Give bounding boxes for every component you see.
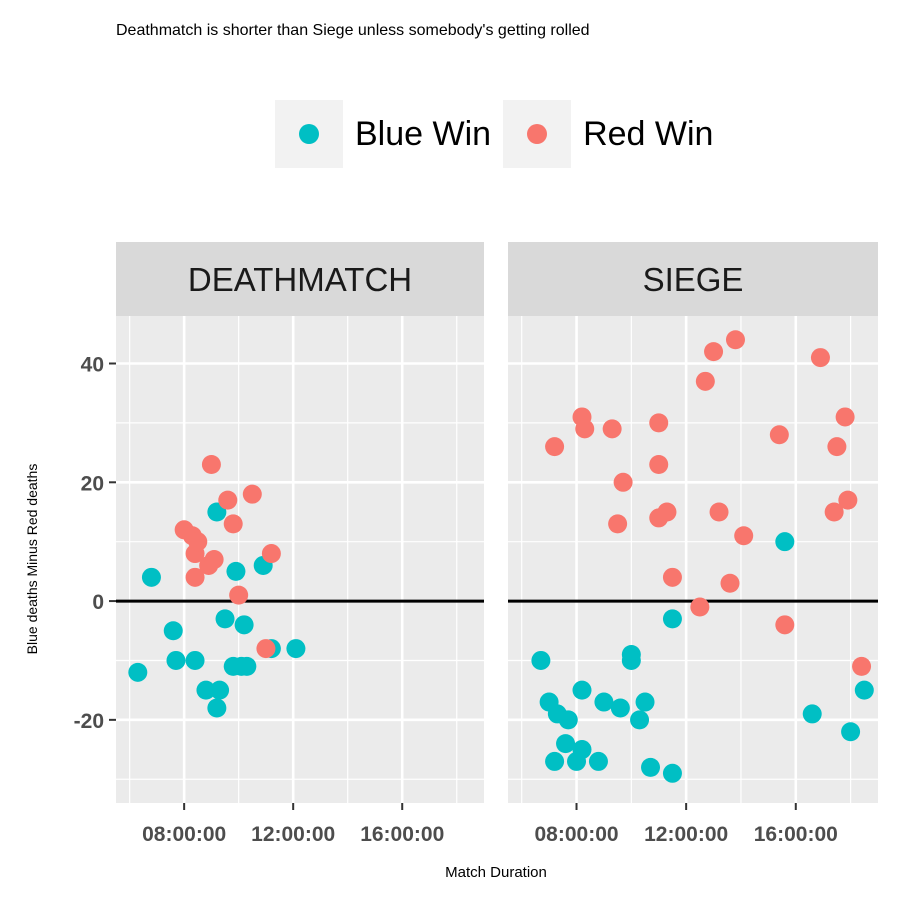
data-point-red-win bbox=[725, 330, 745, 350]
facet-strip-siege bbox=[508, 242, 878, 316]
data-point-blue-win bbox=[662, 763, 682, 783]
data-point-red-win bbox=[256, 639, 276, 659]
y-tick-label: -20 bbox=[74, 710, 104, 733]
x-tick-label: 16:00:00 bbox=[360, 823, 444, 846]
data-point-blue-win bbox=[556, 734, 576, 754]
legend-item-red-win: Red Win bbox=[503, 100, 725, 168]
data-point-blue-win bbox=[226, 561, 246, 581]
data-point-red-win bbox=[261, 544, 281, 564]
data-point-blue-win bbox=[207, 698, 227, 718]
data-point-red-win bbox=[201, 454, 221, 474]
data-point-blue-win bbox=[630, 710, 650, 730]
x-tick-label: 16:00:00 bbox=[754, 823, 838, 846]
data-point-red-win bbox=[662, 567, 682, 587]
data-point-red-win bbox=[852, 656, 872, 676]
y-axis-title: Blue deaths Minus Red deaths bbox=[24, 464, 40, 655]
data-point-blue-win bbox=[854, 680, 874, 700]
data-point-red-win bbox=[709, 502, 729, 522]
data-point-red-win bbox=[218, 490, 238, 510]
x-tick-label: 08:00:00 bbox=[142, 823, 226, 846]
data-point-blue-win bbox=[572, 680, 592, 700]
data-point-blue-win bbox=[237, 656, 257, 676]
data-point-red-win bbox=[613, 472, 633, 492]
data-point-blue-win bbox=[635, 692, 655, 712]
data-point-blue-win bbox=[128, 662, 148, 682]
data-point-red-win bbox=[810, 348, 830, 368]
data-point-blue-win bbox=[215, 609, 235, 629]
data-point-red-win bbox=[824, 502, 844, 522]
data-point-red-win bbox=[720, 573, 740, 593]
y-tick-label: 20 bbox=[81, 472, 104, 495]
data-point-blue-win bbox=[802, 704, 822, 724]
data-point-blue-win bbox=[641, 757, 661, 777]
data-point-red-win bbox=[608, 514, 628, 534]
data-point-red-win bbox=[649, 454, 669, 474]
data-point-blue-win bbox=[572, 740, 592, 760]
facet-label-siege: SIEGE bbox=[643, 261, 744, 298]
data-point-red-win bbox=[838, 490, 858, 510]
legend-dot-red-win bbox=[527, 124, 548, 144]
data-point-red-win bbox=[185, 567, 205, 587]
data-point-blue-win bbox=[621, 650, 641, 670]
chart-title: Deathmatch is shorter than Siege unless … bbox=[116, 22, 590, 39]
panel-background-siege bbox=[508, 316, 878, 803]
legend-item-blue-win: Blue Win bbox=[275, 100, 503, 168]
x-tick-label: 08:00:00 bbox=[534, 823, 618, 846]
data-point-red-win bbox=[575, 419, 595, 439]
data-point-red-win bbox=[690, 597, 710, 617]
data-point-red-win bbox=[223, 514, 243, 534]
panel-background-deathmatch bbox=[116, 316, 484, 803]
data-point-red-win bbox=[769, 425, 789, 445]
data-point-blue-win bbox=[141, 567, 161, 587]
data-point-blue-win bbox=[610, 698, 630, 718]
data-point-blue-win bbox=[185, 650, 205, 670]
data-point-red-win bbox=[695, 371, 715, 391]
legend-label-red-win: Red Win bbox=[583, 114, 714, 153]
data-point-blue-win bbox=[558, 710, 578, 730]
legend-label-blue-win: Blue Win bbox=[355, 114, 492, 153]
data-point-blue-win bbox=[531, 650, 551, 670]
data-point-blue-win bbox=[210, 680, 230, 700]
facet-strip-deathmatch bbox=[116, 242, 484, 316]
y-tick-label: 0 bbox=[92, 591, 104, 614]
x-tick-label: 12:00:00 bbox=[644, 823, 728, 846]
data-point-red-win bbox=[188, 532, 208, 552]
data-point-red-win bbox=[827, 437, 847, 457]
data-point-red-win bbox=[734, 526, 754, 546]
data-point-blue-win bbox=[234, 615, 254, 635]
data-point-blue-win bbox=[196, 680, 216, 700]
legend-key-red-win bbox=[503, 100, 572, 168]
legend: Blue Win Red Win bbox=[275, 100, 725, 168]
data-point-red-win bbox=[545, 437, 565, 457]
data-point-red-win bbox=[204, 550, 224, 569]
data-point-blue-win bbox=[775, 532, 795, 552]
data-point-blue-win bbox=[841, 722, 861, 742]
data-point-blue-win bbox=[286, 639, 306, 659]
data-point-red-win bbox=[649, 413, 669, 433]
data-point-blue-win bbox=[662, 609, 682, 629]
x-tick-label: 12:00:00 bbox=[251, 823, 335, 846]
legend-key-blue-win bbox=[275, 100, 343, 168]
data-point-blue-win bbox=[588, 751, 608, 771]
data-point-red-win bbox=[704, 342, 724, 362]
legend-dot-blue-win bbox=[299, 124, 319, 144]
data-point-red-win bbox=[242, 484, 262, 504]
facet-label-deathmatch: DEATHMATCH bbox=[188, 261, 412, 298]
data-point-red-win bbox=[229, 585, 249, 605]
x-axis-title: Match Duration bbox=[445, 864, 547, 881]
data-point-blue-win bbox=[163, 621, 183, 641]
data-point-red-win bbox=[602, 419, 622, 439]
data-point-blue-win bbox=[545, 751, 565, 771]
data-point-red-win bbox=[835, 407, 855, 427]
y-tick-label: 40 bbox=[81, 354, 104, 377]
data-point-red-win bbox=[657, 502, 677, 522]
data-point-blue-win bbox=[166, 650, 186, 670]
data-point-blue-win bbox=[594, 692, 614, 712]
data-point-red-win bbox=[775, 615, 795, 635]
